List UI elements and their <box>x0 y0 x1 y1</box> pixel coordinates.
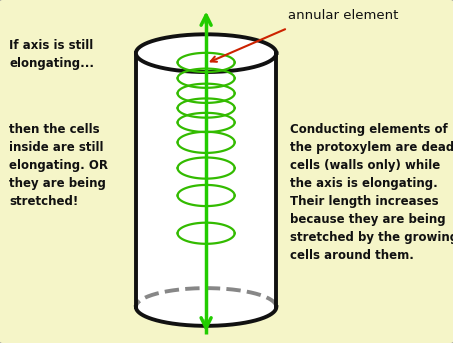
Polygon shape <box>136 34 276 326</box>
Polygon shape <box>136 34 276 72</box>
Text: annular element: annular element <box>288 9 398 22</box>
Text: Conducting elements of
the protoxylem are dead
cells (walls only) while
the axis: Conducting elements of the protoxylem ar… <box>290 123 453 262</box>
Text: If axis is still
elongating...: If axis is still elongating... <box>9 39 94 70</box>
Text: then the cells
inside are still
elongating. OR
they are being
stretched!: then the cells inside are still elongati… <box>9 123 108 209</box>
